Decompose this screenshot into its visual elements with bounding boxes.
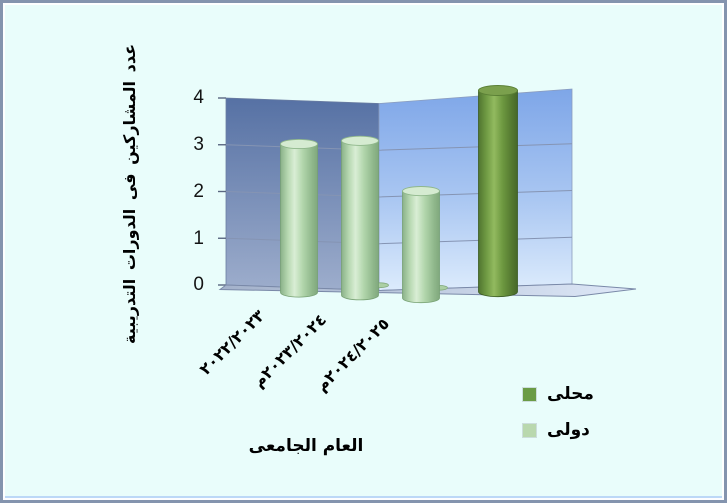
y-tick-label-0: 0 — [193, 274, 204, 295]
bar-front-0-top[interactable] — [280, 138, 318, 150]
legend-swatch-mahally — [522, 386, 537, 402]
bar-front-0-body[interactable] — [280, 143, 318, 298]
bar-front-1-top[interactable] — [341, 135, 379, 146]
legend-label-dawly: دولى — [547, 420, 590, 440]
y-axis-title: عدد المشاركين فى الدورات التدريبية — [120, 44, 139, 344]
bar-back-2-body[interactable] — [478, 90, 518, 298]
x-axis-title: العام الجامعى — [248, 436, 364, 456]
legend-item-mahally[interactable]: محلى — [522, 384, 594, 404]
legend-swatch-dawly — [522, 422, 537, 438]
y-tick-label-4: 4 — [193, 87, 204, 108]
chart-canvas[interactable] — [3, 3, 727, 503]
legend-item-dawly[interactable]: دولى — [522, 420, 594, 440]
bar-front-2-top[interactable] — [402, 186, 440, 197]
y-tick-label-2: 2 — [193, 180, 204, 202]
bar-back-2-top[interactable] — [478, 85, 518, 96]
bar-front-1-body[interactable] — [341, 140, 379, 301]
chart-legend: محلى دولى — [522, 384, 594, 440]
y-tick-label-1: 1 — [193, 227, 204, 249]
legend-label-mahally: محلى — [547, 384, 594, 404]
y-tick-label-3: 3 — [193, 134, 204, 155]
bar-front-2-body[interactable] — [402, 190, 440, 304]
